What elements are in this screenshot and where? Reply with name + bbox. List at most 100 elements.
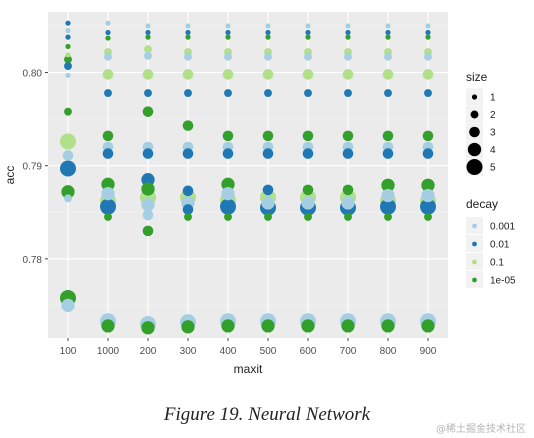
- legend-size-key: [467, 142, 482, 157]
- data-point: [142, 148, 154, 159]
- data-point: [100, 198, 116, 215]
- data-point: [382, 148, 394, 159]
- data-point: [184, 212, 192, 221]
- plot-panel: [48, 12, 448, 338]
- x-tick-label: 900: [420, 346, 437, 357]
- data-point: [265, 23, 271, 29]
- y-tick-label: 0.80: [23, 69, 43, 80]
- data-point: [384, 212, 392, 221]
- watermark: @稀土掘金技术社区: [436, 424, 526, 435]
- data-point: [65, 34, 71, 40]
- data-point: [381, 319, 395, 333]
- data-point: [102, 130, 114, 142]
- x-tick-label: 1000: [97, 346, 120, 357]
- data-point: [344, 52, 352, 61]
- data-point: [65, 28, 71, 34]
- legend-decay-key: [472, 223, 477, 229]
- data-point: [421, 188, 435, 203]
- data-point: [182, 204, 194, 215]
- data-point: [182, 148, 194, 159]
- data-point: [424, 212, 432, 221]
- data-point: [141, 198, 155, 212]
- legend-size-key: [471, 94, 478, 100]
- x-tick-label: 800: [380, 346, 397, 357]
- data-point: [145, 34, 151, 40]
- data-point: [302, 148, 314, 159]
- y-axis-ticks: 0.78 0.79 0.80: [23, 69, 48, 266]
- data-point: [181, 320, 195, 334]
- data-point: [64, 55, 72, 64]
- data-point: [221, 186, 235, 201]
- data-point: [344, 89, 352, 97]
- data-point: [62, 150, 74, 161]
- data-point: [425, 34, 431, 40]
- data-point: [420, 198, 436, 215]
- x-tick-label: 400: [220, 346, 237, 357]
- data-point: [65, 20, 71, 26]
- legend-decay-label: 0.001: [490, 222, 515, 233]
- x-tick-label: 600: [300, 346, 317, 357]
- data-point: [185, 34, 191, 40]
- data-point: [380, 198, 396, 215]
- data-point: [221, 319, 235, 333]
- x-axis-title: maxit: [234, 362, 263, 376]
- data-point: [342, 69, 354, 80]
- data-point: [224, 89, 232, 97]
- data-point: [142, 69, 154, 80]
- data-point: [182, 120, 194, 131]
- data-point: [144, 51, 152, 60]
- data-point: [104, 89, 112, 97]
- data-point: [305, 34, 311, 40]
- data-point: [301, 319, 315, 333]
- x-tick-label: 700: [340, 346, 357, 357]
- data-point: [385, 34, 391, 40]
- data-point: [382, 130, 394, 142]
- data-point: [421, 178, 435, 192]
- data-point: [425, 29, 431, 36]
- data-point: [384, 52, 392, 61]
- data-point: [101, 177, 115, 191]
- data-point: [342, 130, 354, 142]
- legend-decay: decay 0.001 0.01 0.1 1e-05: [466, 197, 516, 288]
- data-point: [65, 52, 71, 58]
- data-point: [225, 34, 231, 40]
- data-point: [142, 106, 154, 117]
- data-point: [144, 45, 152, 54]
- data-point: [225, 29, 231, 36]
- legend-decay-title: decay: [466, 197, 498, 211]
- data-point: [64, 107, 72, 116]
- data-point: [102, 69, 114, 80]
- legend-decay-key: [472, 259, 477, 265]
- data-point: [265, 34, 271, 40]
- figure-caption: Figure 19. Neural Network: [163, 404, 371, 425]
- data-point: [220, 198, 236, 215]
- data-point: [302, 69, 314, 80]
- data-point: [184, 52, 192, 61]
- data-point: [262, 69, 274, 80]
- data-point: [141, 182, 155, 196]
- data-point: [304, 52, 312, 61]
- data-point: [182, 69, 194, 80]
- data-point: [105, 35, 111, 41]
- data-point: [264, 212, 272, 221]
- data-point: [145, 29, 151, 36]
- data-point: [182, 185, 194, 197]
- legend-size-label: 1: [490, 93, 496, 104]
- data-point: [60, 133, 76, 150]
- data-point: [262, 184, 274, 196]
- data-point: [60, 160, 76, 177]
- legend-size-label: 5: [490, 163, 496, 174]
- legend-size-label: 4: [490, 145, 496, 156]
- legend-size-key: [466, 159, 483, 175]
- data-point: [262, 148, 274, 159]
- data-point: [264, 89, 272, 97]
- legend-size-label: 2: [490, 110, 496, 121]
- data-point: [224, 212, 232, 221]
- data-point: [221, 177, 235, 191]
- data-point: [385, 23, 391, 29]
- data-point: [341, 319, 355, 333]
- scatter-chart: 0.78 0.79 0.80 100 1000 200 300 400 500 600 700 80…: [3, 12, 516, 376]
- data-point: [145, 23, 151, 29]
- x-axis-ticks: 100 1000 200 300 400 500 600 700 800 900: [60, 338, 437, 357]
- data-point: [222, 148, 234, 159]
